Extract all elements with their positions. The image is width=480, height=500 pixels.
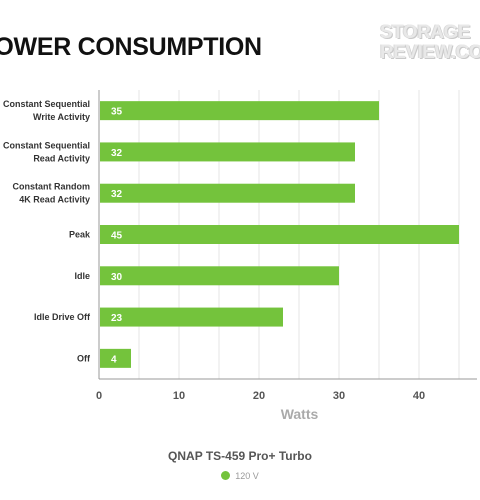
chart-title: POWER CONSUMPTION xyxy=(0,33,262,61)
bar-value-label: 4 xyxy=(111,354,117,365)
category-label: Peak xyxy=(69,230,91,240)
category-label-line: Write Activity xyxy=(33,112,90,122)
x-axis-title: Watts xyxy=(281,406,319,422)
category-label-line: Idle xyxy=(74,271,90,281)
bar-value-label: 32 xyxy=(111,148,123,159)
bar xyxy=(100,225,459,244)
category-label-line: Peak xyxy=(69,230,91,240)
category-label-line: Constant Random xyxy=(13,182,91,192)
x-tick-label: 40 xyxy=(413,390,425,402)
category-label: Constant Random 4K Read Activity xyxy=(13,182,91,205)
category-label: Constant Sequential Read Activity xyxy=(3,140,90,163)
category-label-line: Constant Sequential xyxy=(3,140,90,150)
legend-label: 120 V xyxy=(235,471,259,481)
bar-value-label: 45 xyxy=(111,231,123,242)
category-label-line: 4K Read Activity xyxy=(19,195,90,205)
category-label: Idle Drive Off xyxy=(34,312,91,322)
legend-entry: 120 V xyxy=(0,471,480,481)
bar-chart: 0 10 20 30 40 Watts 35 Constant Sequential Write… xyxy=(3,90,477,422)
bar xyxy=(100,142,355,162)
bar xyxy=(100,348,131,368)
bar-value-label: 23 xyxy=(111,313,123,324)
x-tick-label: 20 xyxy=(253,390,265,402)
category-label: Constant Sequential Write Activity xyxy=(3,99,90,122)
category-label-line: Constant Sequential xyxy=(3,99,90,109)
x-tick-label: 0 xyxy=(96,390,102,402)
storagereview-logo: STORAGE REVIEW.COM xyxy=(380,22,480,66)
bar xyxy=(100,266,339,286)
x-tick-label: 10 xyxy=(173,390,185,402)
category-label-line: Off xyxy=(77,353,91,363)
x-tick-label: 30 xyxy=(333,390,345,402)
bar-value-label: 35 xyxy=(111,107,123,118)
bar-value-label: 30 xyxy=(111,272,123,283)
bar xyxy=(100,101,379,121)
legend-title: QNAP TS-459 Pro+ Turbo xyxy=(168,449,312,463)
logo-line-2: REVIEW.COM xyxy=(380,42,480,63)
category-label-line: Idle Drive Off xyxy=(34,312,91,322)
category-label-line: Read Activity xyxy=(33,153,90,163)
category-label: Off xyxy=(77,353,91,363)
bar-value-label: 32 xyxy=(111,189,123,200)
logo-line-1: STORAGE xyxy=(380,22,471,43)
legend-swatch xyxy=(221,471,231,480)
bar xyxy=(100,307,283,327)
category-label: Idle xyxy=(74,271,90,281)
bar xyxy=(100,183,355,203)
